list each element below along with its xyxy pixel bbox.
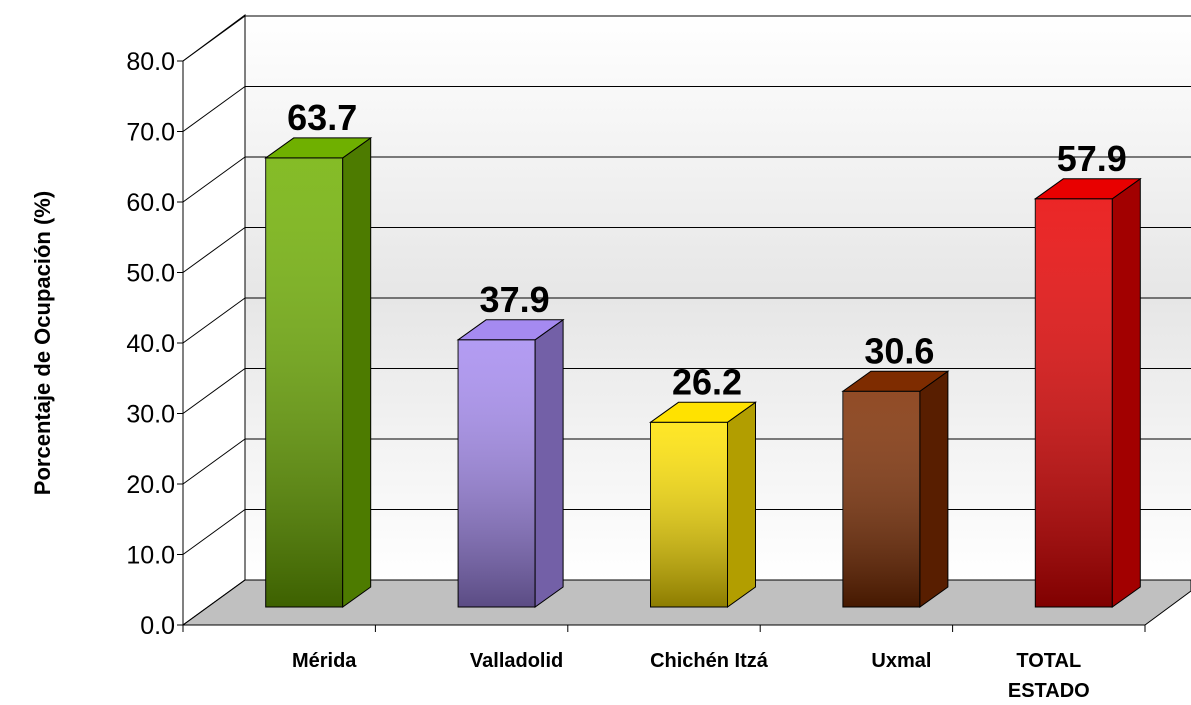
x-tick-label: Uxmal <box>871 650 932 672</box>
x-tick-label: Valladolid <box>469 650 564 672</box>
y-tick-label: 80.0 <box>126 48 175 76</box>
bar-shade <box>650 422 728 607</box>
grid-line <box>182 297 246 344</box>
value-label: 57.9 <box>1057 138 1127 179</box>
y-tick-label: 50.0 <box>126 260 175 288</box>
bar-side-shade <box>727 402 756 607</box>
bar-shade <box>458 339 536 607</box>
grid-line <box>182 156 246 203</box>
value-label: 37.9 <box>480 279 550 320</box>
bar-top <box>648 401 758 423</box>
bar-top <box>841 370 950 392</box>
grid-line <box>182 86 246 132</box>
grid-line <box>182 227 246 273</box>
bar-shade <box>1035 198 1113 607</box>
y-tick-label: 20.0 <box>126 471 175 499</box>
y-tick-label: 0.0 <box>140 612 175 640</box>
y-tick-label: 70.0 <box>126 119 175 147</box>
bar-side-shade <box>919 371 948 607</box>
y-tick-label: 40.0 <box>126 330 175 358</box>
bar-top <box>264 137 373 159</box>
grid-line <box>182 438 246 485</box>
bar-shade <box>842 391 920 607</box>
grid-line <box>182 15 246 62</box>
y-axis-title: Porcentaje de Ocupación (%) <box>30 191 55 495</box>
value-label: 26.2 <box>672 361 742 402</box>
y-tick-label: 60.0 <box>126 189 175 217</box>
value-label: 63.7 <box>287 97 357 138</box>
bar-side-shade <box>342 137 371 608</box>
grid-line <box>182 579 246 626</box>
bar-shade <box>265 157 343 608</box>
x-tick-label: Mérida <box>291 650 357 672</box>
x-tick-label: TOTAL ESTADO <box>1007 650 1090 702</box>
y-tick-label: 10.0 <box>126 542 175 570</box>
bar-top <box>1033 178 1142 200</box>
bar-side-shade <box>535 319 564 607</box>
value-label: 30.6 <box>864 330 934 371</box>
bar-top <box>456 319 565 341</box>
grid-line <box>182 368 246 414</box>
x-tick-label: Chichén Itzá <box>650 650 768 672</box>
grid-line <box>182 509 246 555</box>
bar-side-shade <box>1112 178 1141 607</box>
y-tick-label: 30.0 <box>126 401 175 429</box>
